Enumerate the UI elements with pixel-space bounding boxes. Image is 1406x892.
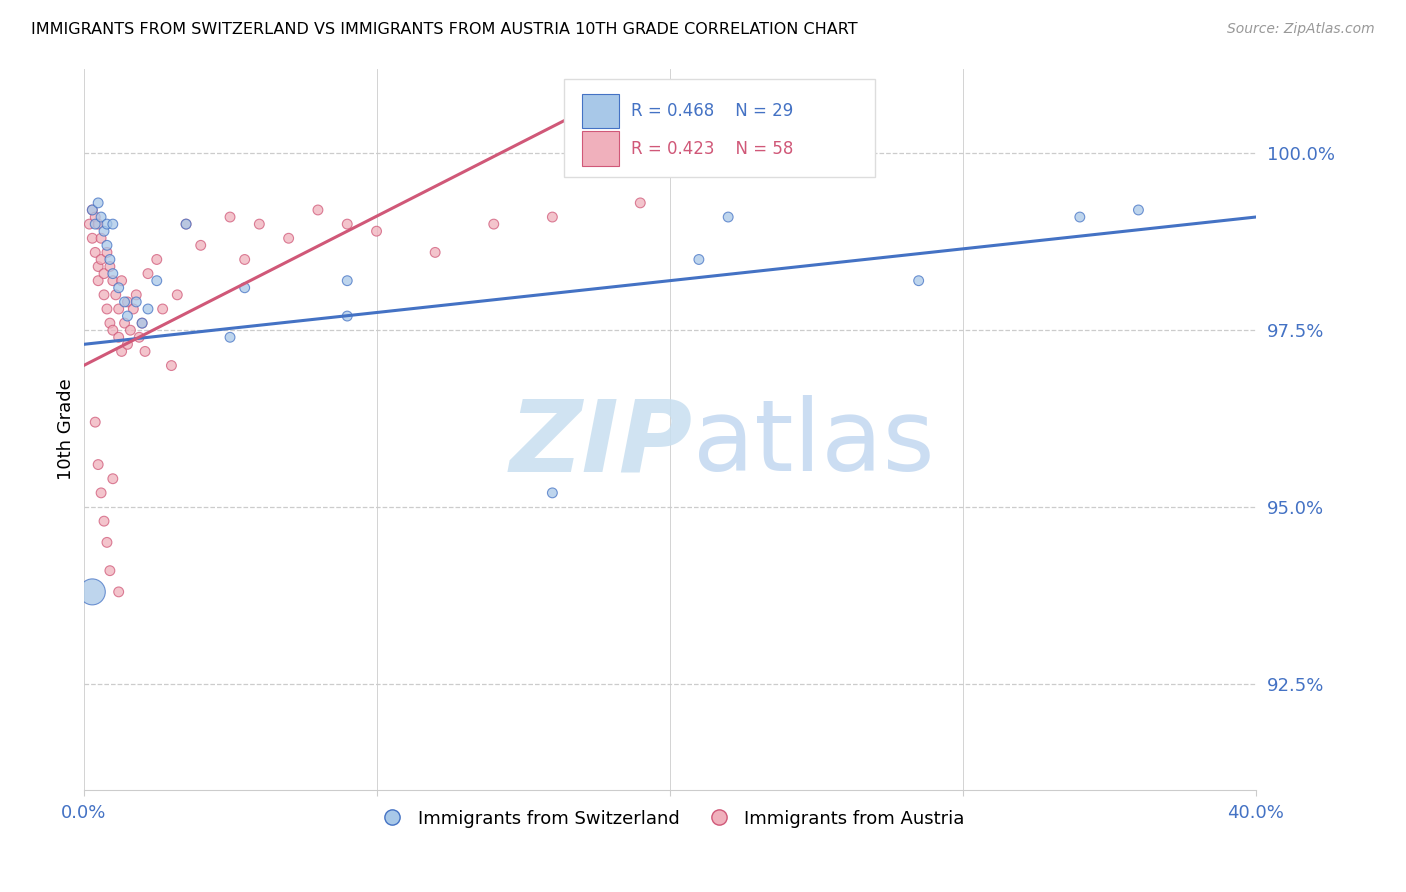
Bar bbox=[582, 94, 619, 128]
Point bbox=[128, 330, 150, 344]
Point bbox=[87, 274, 110, 288]
Point bbox=[336, 309, 359, 323]
Point bbox=[152, 301, 174, 316]
Point bbox=[146, 252, 169, 267]
Point bbox=[307, 202, 329, 217]
Point bbox=[101, 267, 124, 281]
Point bbox=[423, 245, 446, 260]
Point bbox=[93, 267, 115, 281]
Point bbox=[336, 274, 359, 288]
Point bbox=[98, 260, 121, 274]
Point bbox=[84, 217, 107, 231]
Text: Source: ZipAtlas.com: Source: ZipAtlas.com bbox=[1227, 22, 1375, 37]
Point bbox=[907, 274, 929, 288]
Point bbox=[82, 585, 104, 599]
Point bbox=[82, 202, 104, 217]
Point bbox=[136, 301, 159, 316]
Point bbox=[96, 301, 118, 316]
Point bbox=[93, 224, 115, 238]
Point bbox=[146, 274, 169, 288]
Point bbox=[125, 288, 148, 302]
Point bbox=[366, 224, 388, 238]
Point bbox=[110, 274, 132, 288]
Point bbox=[219, 210, 242, 224]
Point bbox=[82, 231, 104, 245]
Point bbox=[90, 231, 112, 245]
Text: R = 0.468    N = 29: R = 0.468 N = 29 bbox=[631, 102, 793, 120]
Point bbox=[219, 330, 242, 344]
Point bbox=[541, 486, 564, 500]
Point bbox=[96, 245, 118, 260]
Point bbox=[101, 323, 124, 337]
Point bbox=[90, 486, 112, 500]
Point bbox=[628, 195, 651, 210]
Point bbox=[107, 330, 129, 344]
Point bbox=[93, 288, 115, 302]
Point bbox=[134, 344, 156, 359]
Point bbox=[84, 245, 107, 260]
Text: ZIP: ZIP bbox=[510, 395, 693, 492]
Point bbox=[1128, 202, 1150, 217]
Point bbox=[136, 267, 159, 281]
Point bbox=[98, 316, 121, 330]
Point bbox=[107, 301, 129, 316]
Point bbox=[717, 210, 740, 224]
Point bbox=[87, 260, 110, 274]
Point bbox=[101, 472, 124, 486]
Point bbox=[110, 344, 132, 359]
Point bbox=[120, 323, 142, 337]
Point bbox=[117, 309, 139, 323]
Point bbox=[114, 294, 136, 309]
Point bbox=[125, 294, 148, 309]
Point bbox=[174, 217, 197, 231]
Text: R = 0.423    N = 58: R = 0.423 N = 58 bbox=[631, 139, 793, 158]
Point bbox=[101, 217, 124, 231]
Point bbox=[107, 281, 129, 295]
Point bbox=[98, 252, 121, 267]
Point bbox=[174, 217, 197, 231]
Point bbox=[114, 316, 136, 330]
Point bbox=[84, 210, 107, 224]
Point bbox=[1069, 210, 1091, 224]
Text: atlas: atlas bbox=[693, 395, 935, 492]
Point bbox=[87, 458, 110, 472]
Point bbox=[482, 217, 505, 231]
Point bbox=[247, 217, 270, 231]
Point bbox=[98, 564, 121, 578]
Point bbox=[117, 337, 139, 351]
Point bbox=[93, 514, 115, 528]
Point bbox=[541, 210, 564, 224]
Point bbox=[87, 195, 110, 210]
Point bbox=[104, 288, 127, 302]
Point bbox=[117, 294, 139, 309]
Text: IMMIGRANTS FROM SWITZERLAND VS IMMIGRANTS FROM AUSTRIA 10TH GRADE CORRELATION CH: IMMIGRANTS FROM SWITZERLAND VS IMMIGRANT… bbox=[31, 22, 858, 37]
Point bbox=[131, 316, 153, 330]
Point bbox=[131, 316, 153, 330]
Point bbox=[90, 210, 112, 224]
Point bbox=[90, 252, 112, 267]
Point bbox=[82, 202, 104, 217]
Bar bbox=[582, 131, 619, 166]
Point bbox=[160, 359, 183, 373]
Point bbox=[233, 252, 256, 267]
Y-axis label: 10th Grade: 10th Grade bbox=[58, 378, 75, 480]
Point bbox=[122, 301, 145, 316]
Legend: Immigrants from Switzerland, Immigrants from Austria: Immigrants from Switzerland, Immigrants … bbox=[367, 803, 972, 835]
Point bbox=[107, 585, 129, 599]
Point bbox=[79, 217, 101, 231]
Point bbox=[277, 231, 299, 245]
Point bbox=[96, 535, 118, 549]
Point bbox=[190, 238, 212, 252]
FancyBboxPatch shape bbox=[564, 79, 875, 177]
Point bbox=[688, 252, 710, 267]
Point bbox=[84, 415, 107, 429]
Point bbox=[336, 217, 359, 231]
Point bbox=[233, 281, 256, 295]
Point bbox=[96, 238, 118, 252]
Point bbox=[87, 217, 110, 231]
Point bbox=[101, 274, 124, 288]
Point bbox=[96, 217, 118, 231]
Point bbox=[166, 288, 188, 302]
